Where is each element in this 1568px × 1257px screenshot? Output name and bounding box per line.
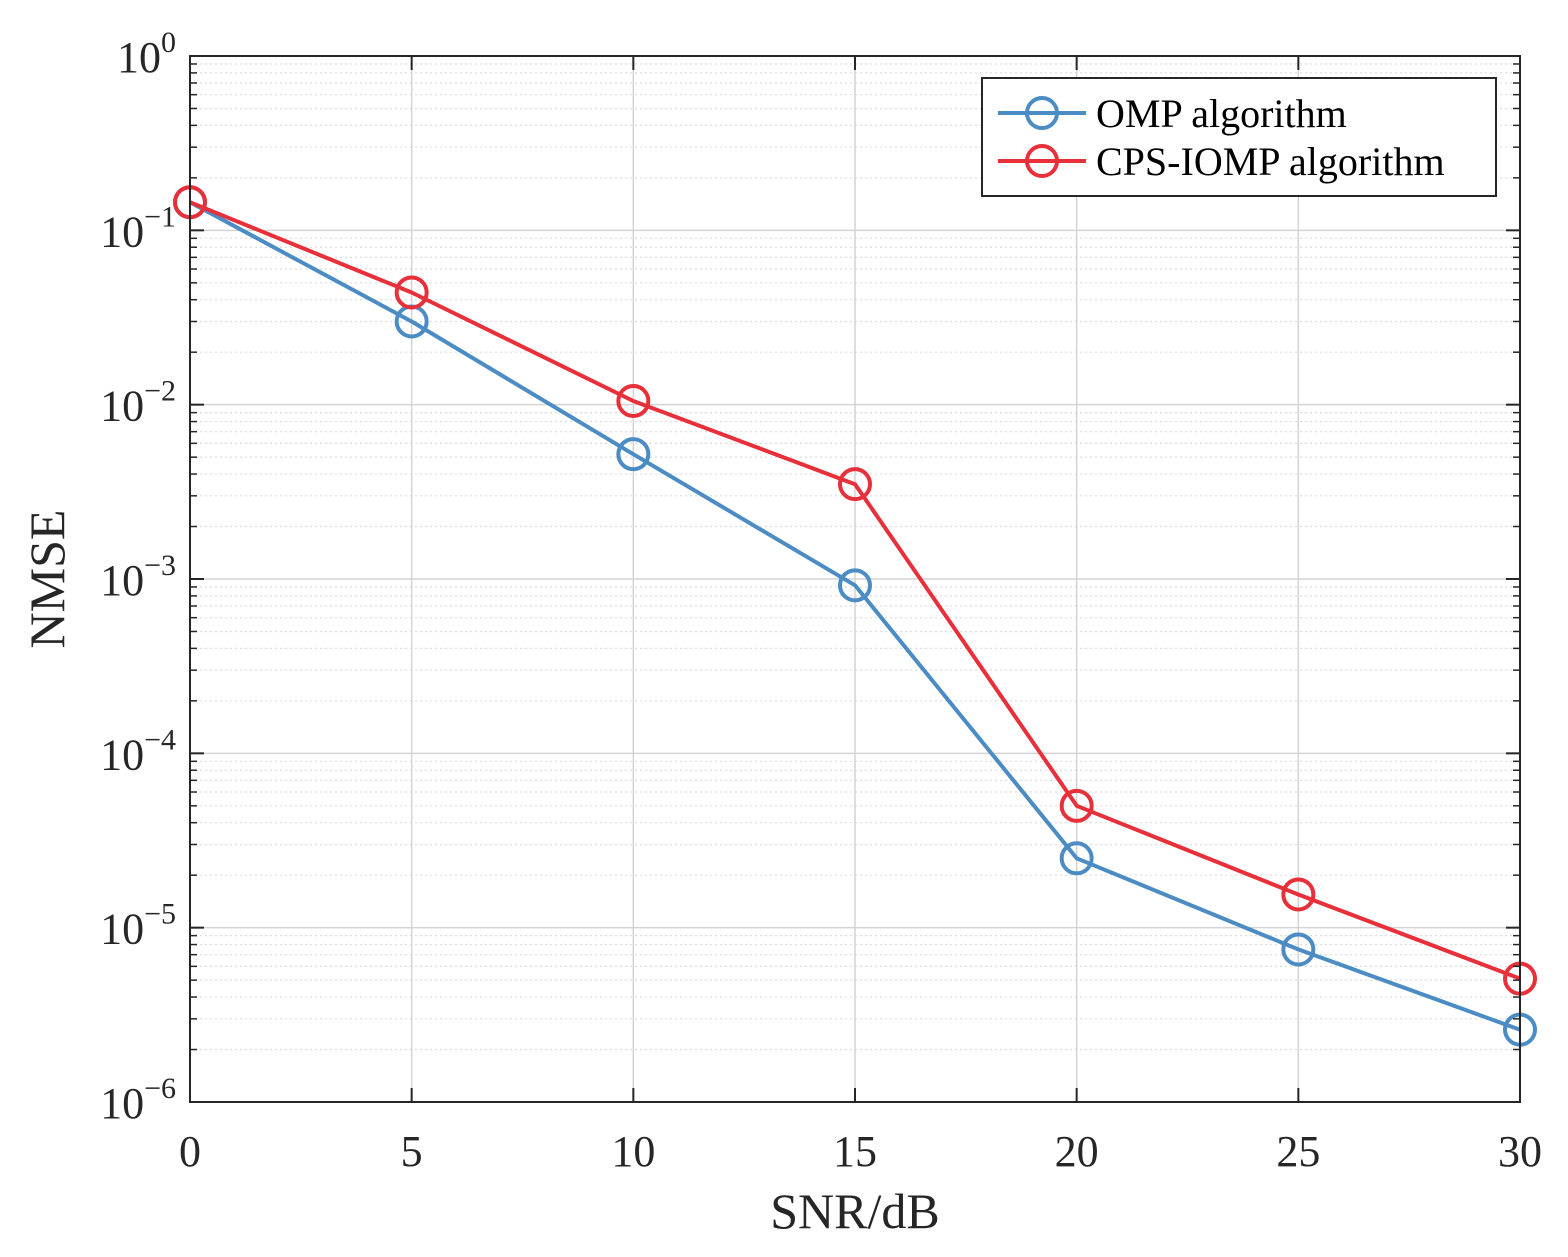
- data-point: [616, 383, 651, 418]
- series-group: [173, 185, 1537, 1047]
- data-point: [1281, 877, 1316, 912]
- data-point: [1059, 788, 1094, 823]
- legend-marker-cps-iomp: [1025, 144, 1059, 178]
- y-tick-label: 10−3: [100, 549, 176, 605]
- data-point: [838, 467, 872, 502]
- legend: OMP algorithm CPS-IOMP algorithm: [981, 77, 1497, 197]
- grid: [189, 55, 1521, 1103]
- y-tick-label: 10−5: [100, 898, 176, 954]
- series-line-0: [189, 200, 1521, 1032]
- y-tick-label: 10−6: [100, 1072, 176, 1128]
- y-tick-labels: 10−6 10−5 10−4 10−3 10−2 10−1 100: [100, 26, 176, 1128]
- x-tick-label: 15: [833, 1127, 877, 1176]
- x-tick-label: 30: [1498, 1127, 1542, 1176]
- tick-marks: [189, 55, 1521, 1103]
- x-tick-label: 5: [401, 1127, 423, 1176]
- data-point: [838, 568, 872, 603]
- data-point: [1281, 932, 1316, 967]
- x-axis-label: SNR/dB: [770, 1183, 940, 1239]
- data-point: [394, 275, 429, 310]
- x-tick-labels: 0 5 10 15 20 25 30: [179, 1127, 1542, 1176]
- y-tick-label: 10−4: [100, 723, 176, 779]
- y-tick-label: 10−1: [100, 200, 176, 256]
- series-line-1: [189, 200, 1521, 981]
- x-tick-label: 25: [1276, 1127, 1320, 1176]
- x-tick-label: 20: [1055, 1127, 1099, 1176]
- legend-label-omp: OMP algorithm: [1096, 91, 1347, 136]
- legend-box: [981, 77, 1497, 197]
- y-axis-label: NMSE: [19, 510, 75, 649]
- x-tick-label: 10: [611, 1127, 655, 1176]
- data-point: [616, 437, 651, 472]
- y-tick-label: 10−2: [100, 375, 176, 431]
- legend-marker-omp: [1025, 96, 1059, 130]
- legend-label-cps-iomp: CPS-IOMP algorithm: [1096, 139, 1445, 184]
- y-tick-label: 100: [117, 26, 176, 82]
- data-point: [1059, 841, 1094, 876]
- x-tick-label: 0: [179, 1127, 201, 1176]
